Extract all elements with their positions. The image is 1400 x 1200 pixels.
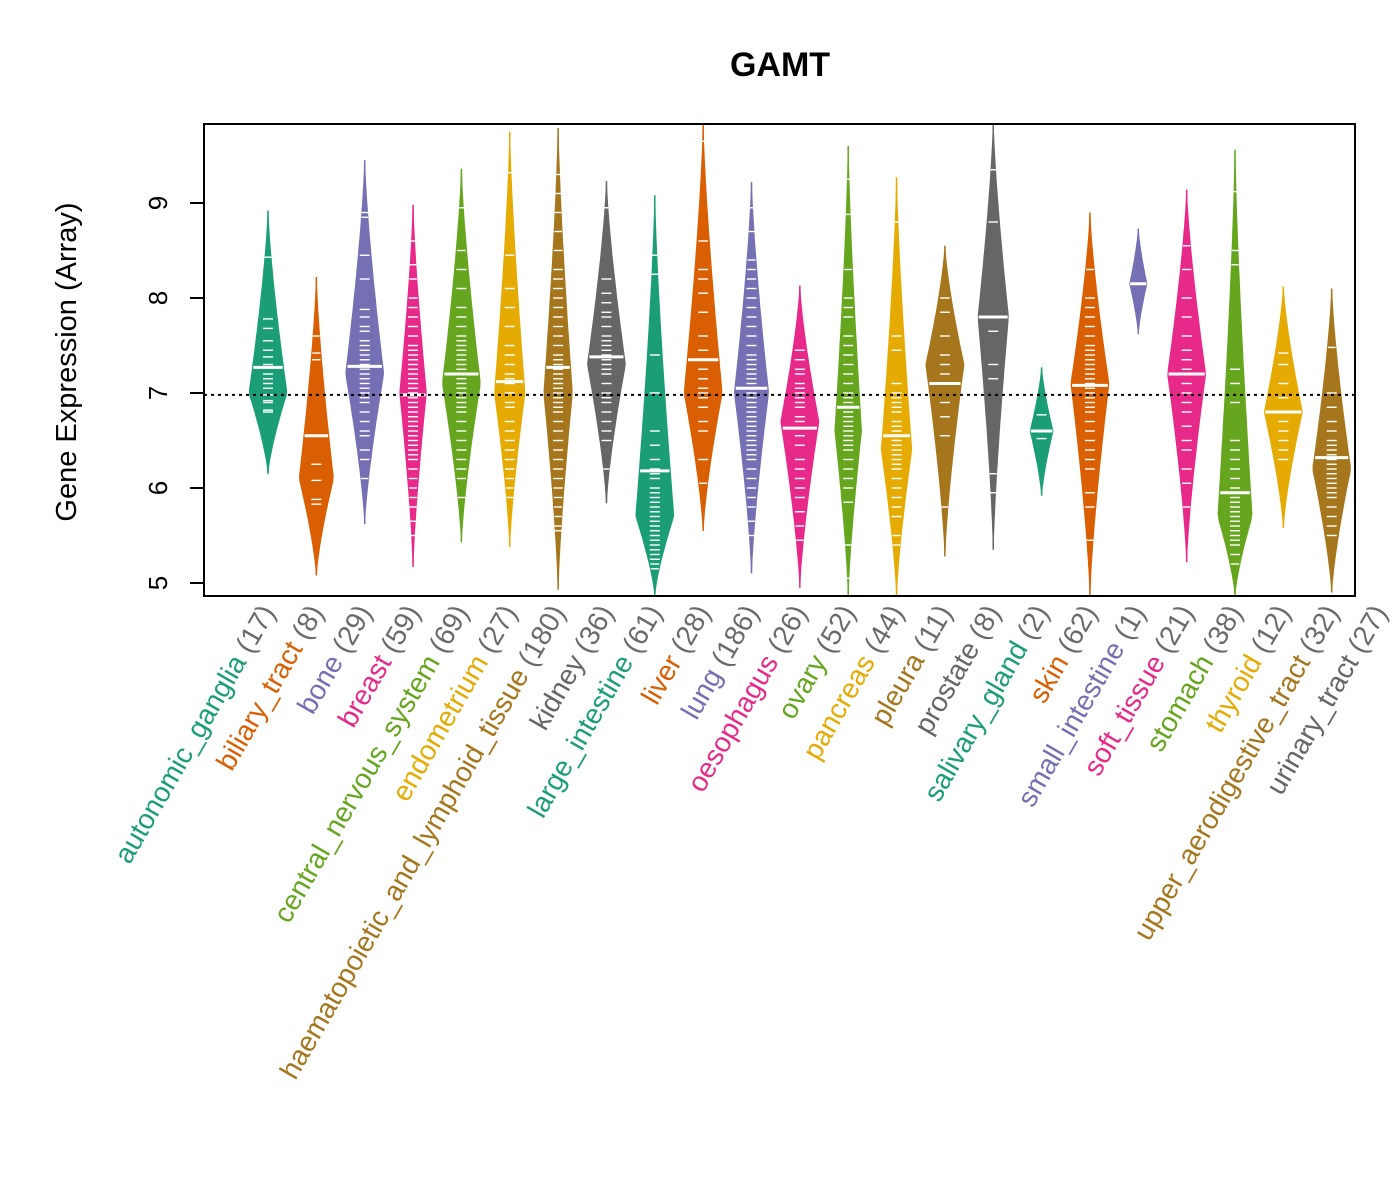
violin-body bbox=[1167, 189, 1206, 563]
violin-body bbox=[977, 124, 1009, 550]
violin-body bbox=[298, 277, 334, 576]
violin-body bbox=[1217, 149, 1253, 596]
violin-body bbox=[780, 285, 820, 588]
x-axis-labels: autonomic_ganglia (17)biliary_tract (8)b… bbox=[108, 600, 1393, 1085]
violin-kidney bbox=[587, 181, 626, 504]
y-axis-label: Gene Expression (Array) bbox=[51, 202, 83, 521]
violin-body bbox=[1129, 228, 1148, 335]
violin-body bbox=[880, 177, 913, 596]
chart-title: GAMT bbox=[730, 46, 830, 84]
violin-body bbox=[1361, 303, 1399, 581]
y-tick-label: 5 bbox=[143, 576, 173, 590]
violin-body bbox=[587, 181, 626, 504]
violin-small_intestine bbox=[1129, 228, 1148, 335]
violin-oesophagus bbox=[780, 285, 820, 588]
violin-biliary_tract bbox=[298, 277, 334, 576]
violin-liver bbox=[684, 125, 723, 531]
violin-breast bbox=[399, 204, 427, 567]
violin-lung bbox=[734, 182, 769, 574]
y-axis: 5 6 7 8 9 bbox=[143, 196, 205, 590]
violin-pleura bbox=[925, 245, 965, 557]
violin-body bbox=[543, 127, 573, 590]
violin-upper_aerodigestive_tract bbox=[1312, 288, 1351, 593]
category-count: (27) bbox=[1338, 600, 1394, 665]
violin-soft_tissue bbox=[1167, 189, 1206, 563]
y-tick-label: 9 bbox=[143, 196, 173, 210]
violin-haematopoietic_and_lymphoid_tissue bbox=[543, 127, 573, 590]
violin-body bbox=[834, 145, 863, 596]
violin-autonomic_ganglia bbox=[248, 210, 288, 474]
violin-body bbox=[494, 131, 526, 547]
violin-body bbox=[1263, 286, 1303, 528]
violin-body bbox=[925, 245, 965, 557]
violin-body bbox=[248, 210, 288, 474]
violin-central_nervous_system bbox=[442, 168, 481, 543]
violin-body bbox=[734, 182, 769, 574]
y-tick-label: 6 bbox=[143, 481, 173, 495]
violin-body bbox=[684, 125, 723, 531]
y-tick-label: 8 bbox=[143, 291, 173, 305]
violin-body bbox=[399, 204, 427, 567]
violin-prostate bbox=[977, 124, 1009, 550]
violin-pancreas bbox=[880, 177, 913, 596]
violins-layer bbox=[248, 124, 1399, 596]
violin-body bbox=[1070, 212, 1110, 596]
violin-salivary_gland bbox=[1029, 367, 1054, 496]
y-tick-label: 7 bbox=[143, 386, 173, 400]
violin-endometrium bbox=[494, 131, 526, 547]
violin-urinary_tract bbox=[1361, 303, 1399, 581]
violin-skin bbox=[1070, 212, 1110, 596]
violin-thyroid bbox=[1263, 286, 1303, 528]
violin-body bbox=[345, 160, 385, 525]
violin-stomach bbox=[1217, 149, 1253, 596]
violin-bone bbox=[345, 160, 385, 525]
violin-ovary bbox=[834, 145, 863, 596]
